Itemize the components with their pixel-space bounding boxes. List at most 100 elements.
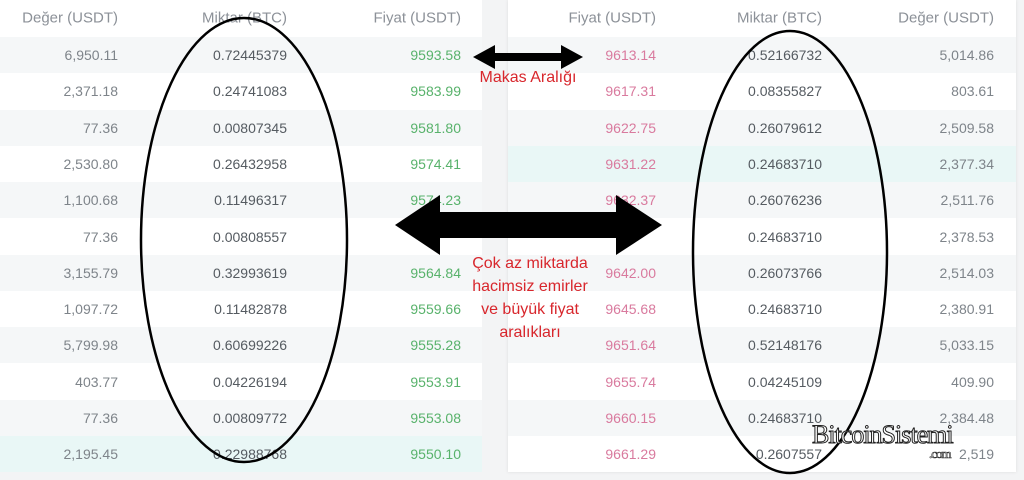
- cell-amount: 0.24683710: [748, 410, 822, 426]
- cell-value: 77.36: [82, 410, 118, 426]
- cell-amount: 0.11482878: [214, 301, 287, 318]
- cell-amount: 0.26432958: [213, 155, 287, 172]
- cell-price: 9553.91: [410, 373, 461, 390]
- cell-value: 2,519: [958, 446, 994, 463]
- cell-amount: 0.24683710: [748, 301, 822, 318]
- cell-price: 9617.31: [605, 83, 656, 100]
- header-value[interactable]: Değer (USDT): [22, 9, 118, 27]
- gap-label-line: ve büyük fiyat: [481, 301, 579, 318]
- cell-amount: 0.26079612: [748, 119, 822, 136]
- cell-amount: 0.00809772: [213, 410, 287, 426]
- cell-value: 2,509.58: [939, 119, 995, 136]
- header-amount[interactable]: Miktar (BTC): [737, 9, 822, 27]
- cell-amount: 0.08355827: [748, 83, 822, 100]
- bid-order-book: Değer (USDT) Miktar (BTC) Fiyat (USDT) 6…: [0, 0, 482, 473]
- ask-row[interactable]: 9631.22 0.24683710 2,377.34: [508, 145, 1016, 182]
- bid-row[interactable]: 403.77 0.04226194 9553.91: [0, 364, 482, 400]
- ask-row[interactable]: 9622.75 0.26079612 2,509.58: [508, 109, 1016, 146]
- ask-row[interactable]: 9642.00 0.26073766 2,514.03: [508, 254, 1016, 291]
- cell-price: 9583.99: [410, 83, 461, 100]
- cell-value: 409.90: [951, 373, 994, 390]
- bid-row[interactable]: 2,530.80 0.26432958 9574.41: [0, 146, 482, 182]
- cell-amount: 0.00808557: [213, 228, 287, 245]
- cell-value: 5,014.86: [939, 47, 995, 63]
- header-price[interactable]: Fiyat (USDT): [373, 9, 462, 27]
- bid-row[interactable]: 5,799.98 0.60699226 9555.28: [0, 327, 482, 364]
- cell-price: 9581.80: [410, 119, 461, 136]
- cell-amount: 0.26076236: [748, 192, 822, 209]
- ask-row[interactable]: 9617.31 0.08355827 803.61: [508, 73, 1016, 109]
- cell-price: 9559.66: [410, 301, 461, 318]
- cell-value: 2,195.45: [63, 446, 119, 463]
- cell-amount: 0.26073766: [748, 264, 822, 281]
- ask-row[interactable]: 9660.15 0.24683710 2,384.48: [508, 400, 1016, 436]
- bid-row[interactable]: 77.36 0.00807345 9581.80: [0, 109, 482, 146]
- cell-amount: 0.52148176: [748, 337, 822, 354]
- cell-value: 403.77: [75, 373, 118, 390]
- watermark-logo: BitcoinSistemi .com: [812, 420, 955, 462]
- cell-value: 77.36: [82, 119, 118, 136]
- ask-row[interactable]: 9645.68 0.24683710 2,380.91: [508, 291, 1016, 327]
- cell-amount: 0.52166732: [748, 47, 822, 63]
- bid-row[interactable]: 77.36 0.00809772 9553.08: [0, 400, 482, 436]
- cell-price: 9593.58: [410, 47, 461, 63]
- cell-price: 9660.15: [605, 410, 656, 426]
- ask-header: Fiyat (USDT) Miktar (BTC) Değer (USDT): [508, 0, 1016, 36]
- cell-value: 2,384.48: [939, 410, 995, 426]
- bid-row[interactable]: 2,195.45 0.22988768 9550.10: [0, 436, 482, 473]
- cell-value: 2,380.91: [939, 301, 995, 318]
- cell-value: 1,097.72: [63, 301, 119, 318]
- header-value[interactable]: Değer (USDT): [898, 9, 994, 27]
- bid-row[interactable]: 3,155.79 0.32993619 9564.84: [0, 254, 482, 291]
- cell-amount: 0.24741083: [213, 83, 287, 100]
- cell-price: 9631.22: [605, 155, 656, 172]
- cell-amount: 0.11496317: [214, 192, 287, 209]
- gap-label-line: Çok az miktarda: [472, 255, 588, 272]
- cell-price: 9553.08: [410, 410, 461, 426]
- spread-label: Makas Aralığı: [479, 69, 577, 86]
- cell-price: 9613.14: [605, 47, 656, 63]
- cell-value: 1,100.68: [63, 192, 119, 209]
- watermark-tld: .com: [928, 446, 952, 462]
- ask-row[interactable]: 0.24683710 2,378.53: [508, 219, 1016, 255]
- ask-row[interactable]: 9651.64 0.52148176 5,033.15: [508, 327, 1016, 364]
- cell-value: 3,155.79: [63, 264, 119, 281]
- ask-order-book: Fiyat (USDT) Miktar (BTC) Değer (USDT) 9…: [508, 0, 1016, 472]
- cell-value: 2,377.34: [939, 155, 995, 172]
- cell-value: 2,371.18: [63, 83, 119, 100]
- cell-amount: 0.04245109: [748, 373, 822, 390]
- cell-amount: 0.00807345: [213, 119, 287, 136]
- bid-row[interactable]: 1,100.680.114963179574.23: [0, 182, 482, 219]
- bid-row[interactable]: 77.36 0.00808557: [0, 219, 482, 255]
- cell-amount: 0.32993619: [213, 264, 287, 281]
- cell-price: 9651.64: [605, 337, 656, 354]
- cell-price: 9622.75: [605, 119, 656, 136]
- cell-amount: 0.2607557: [755, 446, 822, 463]
- cell-value: 2,514.03: [939, 264, 995, 281]
- cell-value: 2,378.53: [939, 228, 995, 245]
- spread-double-arrow-icon: [473, 45, 583, 69]
- ask-amount-ellipse: [691, 29, 889, 475]
- ask-row[interactable]: 9655.74 0.04245109 409.90: [508, 364, 1016, 400]
- gap-label-line: aralıkları: [499, 324, 561, 341]
- header-price[interactable]: Fiyat (USDT): [568, 9, 657, 27]
- bid-row[interactable]: 6,950.11 0.72445379 9593.58: [0, 37, 482, 73]
- cell-price: 9655.74: [605, 373, 656, 390]
- gap-label-line: hacimsiz emirler: [472, 278, 588, 295]
- bid-row[interactable]: 1,097.72 0.11482878 9559.66: [0, 291, 482, 327]
- cell-value: 2,530.80: [63, 155, 119, 172]
- ask-row[interactable]: 9613.14 0.52166732 5,014.86: [508, 37, 1016, 73]
- cell-value: 5,799.98: [63, 337, 119, 354]
- watermark-name: BitcoinSistemi: [812, 420, 955, 450]
- cell-value: 5,033.15: [939, 337, 995, 354]
- cell-price: 9564.84: [410, 264, 461, 281]
- gap-double-arrow-icon: [395, 195, 662, 255]
- bid-row[interactable]: 2,371.18 0.24741083 9583.99: [0, 73, 482, 109]
- cell-price: 9645.68: [605, 301, 656, 318]
- ask-row[interactable]: 9661.29 0.2607557 2,519: [508, 436, 1016, 472]
- cell-value: 803.61: [951, 83, 994, 100]
- bid-amount-ellipse: [139, 16, 349, 464]
- cell-amount: 0.04226194: [213, 373, 287, 390]
- cell-amount: 0.22988768: [213, 446, 287, 463]
